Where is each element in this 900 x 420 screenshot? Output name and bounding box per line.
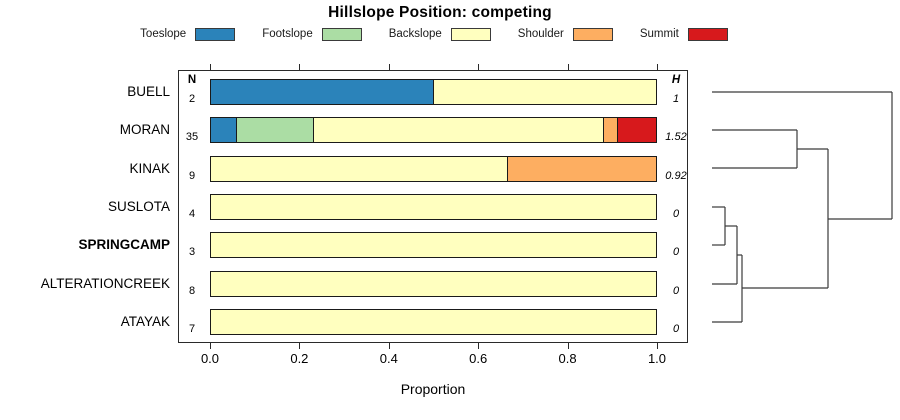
bar-segment-footslope [236, 118, 313, 143]
stacked-bar [210, 193, 657, 220]
legend-swatch-icon [195, 27, 236, 41]
h-value: 0.92 [665, 169, 687, 182]
h-value: 0 [672, 207, 680, 220]
legend-item-summit: Summit [639, 27, 728, 41]
legend-swatch-icon [572, 27, 613, 41]
bar-segment-backslope [211, 156, 508, 181]
bar-segment-backslope [433, 80, 656, 104]
legend-swatch-icon [687, 27, 728, 41]
legend-label: Summit [639, 28, 679, 40]
n-column-header: N [187, 74, 197, 86]
x-axis-tick [657, 343, 658, 349]
n-value: 4 [188, 207, 196, 220]
row-label: KINAK [129, 160, 170, 176]
bar-segment-summit [617, 118, 656, 143]
legend-swatch-icon [321, 27, 362, 41]
stacked-bar [210, 79, 657, 105]
x-axis-tick-label: 0.8 [558, 351, 577, 366]
n-value: 9 [188, 169, 196, 182]
x-axis-tick-label: 0.6 [469, 351, 488, 366]
h-value: 0 [672, 322, 680, 335]
x-axis-tick-label: 0.4 [379, 351, 398, 366]
x-axis-tick [299, 343, 301, 349]
n-value: 8 [188, 284, 196, 297]
bar-segment-backslope [312, 118, 604, 143]
x-axis-tick-top [657, 64, 658, 70]
h-value: 1.52 [665, 131, 687, 144]
bar-segment-shoulder [603, 118, 618, 143]
legend: Toeslope Footslope Backslope Shoulder Summit [0, 26, 868, 42]
h-column-header: H [671, 74, 681, 86]
x-axis-tick [567, 343, 569, 349]
legend-label: Footslope [262, 28, 313, 40]
chart-title: Hillslope Position: competing [328, 4, 552, 21]
bar-segment-toeslope [211, 80, 433, 104]
x-axis-tick-top [478, 64, 480, 70]
legend-item-footslope: Footslope [262, 27, 362, 41]
n-value: 2 [188, 93, 196, 105]
stacked-bar [210, 232, 657, 259]
row-label: MORAN [119, 122, 170, 138]
x-axis-title: Proportion [400, 381, 466, 397]
bar-segment-backslope [211, 194, 656, 219]
bar-segment-backslope [211, 271, 656, 296]
x-axis-tick-label: 1.0 [647, 351, 667, 366]
x-axis-tick [210, 343, 211, 349]
legend-label: Toeslope [140, 28, 187, 40]
row-label: ALTERATIONCREEK [40, 275, 170, 291]
n-value: 35 [185, 131, 199, 144]
stacked-bar [210, 270, 657, 297]
legend-swatch-icon [450, 27, 491, 41]
x-axis-tick-top [210, 64, 211, 70]
legend-item-toeslope: Toeslope [140, 27, 236, 41]
bar-segment-backslope [211, 233, 656, 258]
h-value: 0 [672, 284, 680, 297]
bar-segment-backslope [211, 309, 656, 334]
row-label: ATAYAK [120, 313, 170, 329]
x-axis-tick-top [567, 64, 569, 70]
legend-label: Shoulder [517, 28, 564, 40]
row-label: SPRINGCAMP [78, 237, 170, 253]
legend-label: Backslope [388, 28, 442, 40]
x-axis-tick-label: 0.2 [290, 351, 309, 366]
x-axis-tick [388, 343, 390, 349]
stacked-bar [210, 308, 657, 335]
legend-item-backslope: Backslope [388, 27, 491, 41]
x-axis-tick-label: 0.0 [200, 351, 220, 366]
row-label: BUELL [127, 84, 170, 99]
n-value: 7 [188, 322, 196, 335]
stacked-bar [210, 117, 657, 144]
bar-segment-shoulder [507, 156, 656, 181]
legend-item-shoulder: Shoulder [517, 27, 613, 41]
h-value: 0 [672, 246, 680, 259]
n-value: 3 [188, 246, 196, 259]
x-axis-tick-top [299, 64, 301, 70]
h-value: 1 [672, 93, 680, 105]
bar-segment-toeslope [211, 118, 237, 143]
x-axis-tick-top [388, 64, 390, 70]
x-axis-tick [478, 343, 480, 349]
stacked-bar [210, 155, 657, 182]
row-label: SUSLOTA [107, 198, 170, 214]
